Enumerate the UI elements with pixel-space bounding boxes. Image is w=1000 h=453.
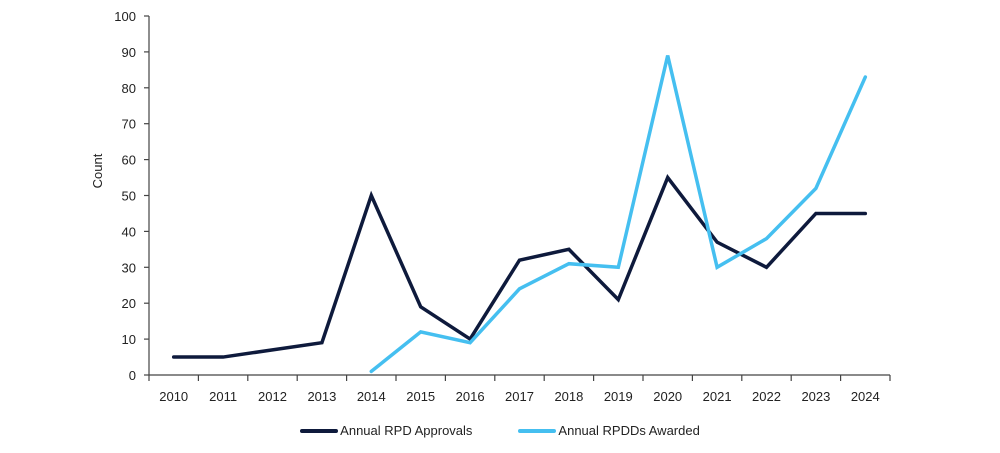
y-tick-label: 70 (122, 117, 136, 132)
legend-swatch-rpd-approvals (300, 428, 339, 433)
series-line-annual-rpd-approvals (171, 174, 868, 359)
x-tick-label: 2018 (554, 389, 583, 404)
x-tick-label: 2022 (752, 389, 781, 404)
y-tick-label: 0 (129, 368, 136, 383)
x-tick-label: 2015 (406, 389, 435, 404)
x-tick-label: 2020 (653, 389, 682, 404)
y-tick-label: 30 (122, 260, 136, 275)
legend-label-rpdds-awarded: Annual RPDDs Awarded (558, 423, 700, 438)
y-tick-label: 80 (122, 81, 136, 96)
x-tick-label: 2016 (456, 389, 485, 404)
x-axis: 2010 2011 2012 2013 2014 2015 2016 2017 2018 2019… (148, 374, 891, 404)
x-tick-label: 2019 (604, 389, 633, 404)
x-tick-label: 2023 (801, 389, 830, 404)
x-tick-label: 2010 (159, 389, 188, 404)
x-tick-label: 2021 (703, 389, 732, 404)
legend: Annual RPD Approvals Annual RPDDs Awarde… (0, 423, 1000, 438)
y-tick-label: 60 (122, 153, 136, 168)
x-tick-label: 2024 (851, 389, 880, 404)
x-tick-label: 2012 (258, 389, 287, 404)
x-tick-label: 2017 (505, 389, 534, 404)
y-tick-label: 100 (114, 9, 136, 24)
x-tick-label: 2014 (357, 389, 386, 404)
series-layer (171, 55, 868, 374)
legend-swatch-rpdds-awarded (518, 428, 557, 433)
y-axis-title: Count (90, 153, 105, 188)
x-tick-label: 2011 (209, 389, 237, 404)
x-tick-label: 2013 (307, 389, 336, 404)
y-tick-label: 40 (122, 224, 136, 239)
y-tick-label: 90 (122, 45, 136, 60)
y-tick-label: 20 (122, 296, 136, 311)
y-tick-label: 50 (122, 189, 136, 204)
y-axis: 0 10 20 30 40 50 60 70 80 90 100 (114, 9, 150, 383)
legend-label-rpd-approvals: Annual RPD Approvals (340, 423, 473, 438)
y-tick-label: 10 (122, 332, 136, 347)
legend-item-rpdds-awarded: Annual RPDDs Awarded (518, 423, 700, 438)
legend-item-rpd-approvals: Annual RPD Approvals (300, 423, 472, 438)
